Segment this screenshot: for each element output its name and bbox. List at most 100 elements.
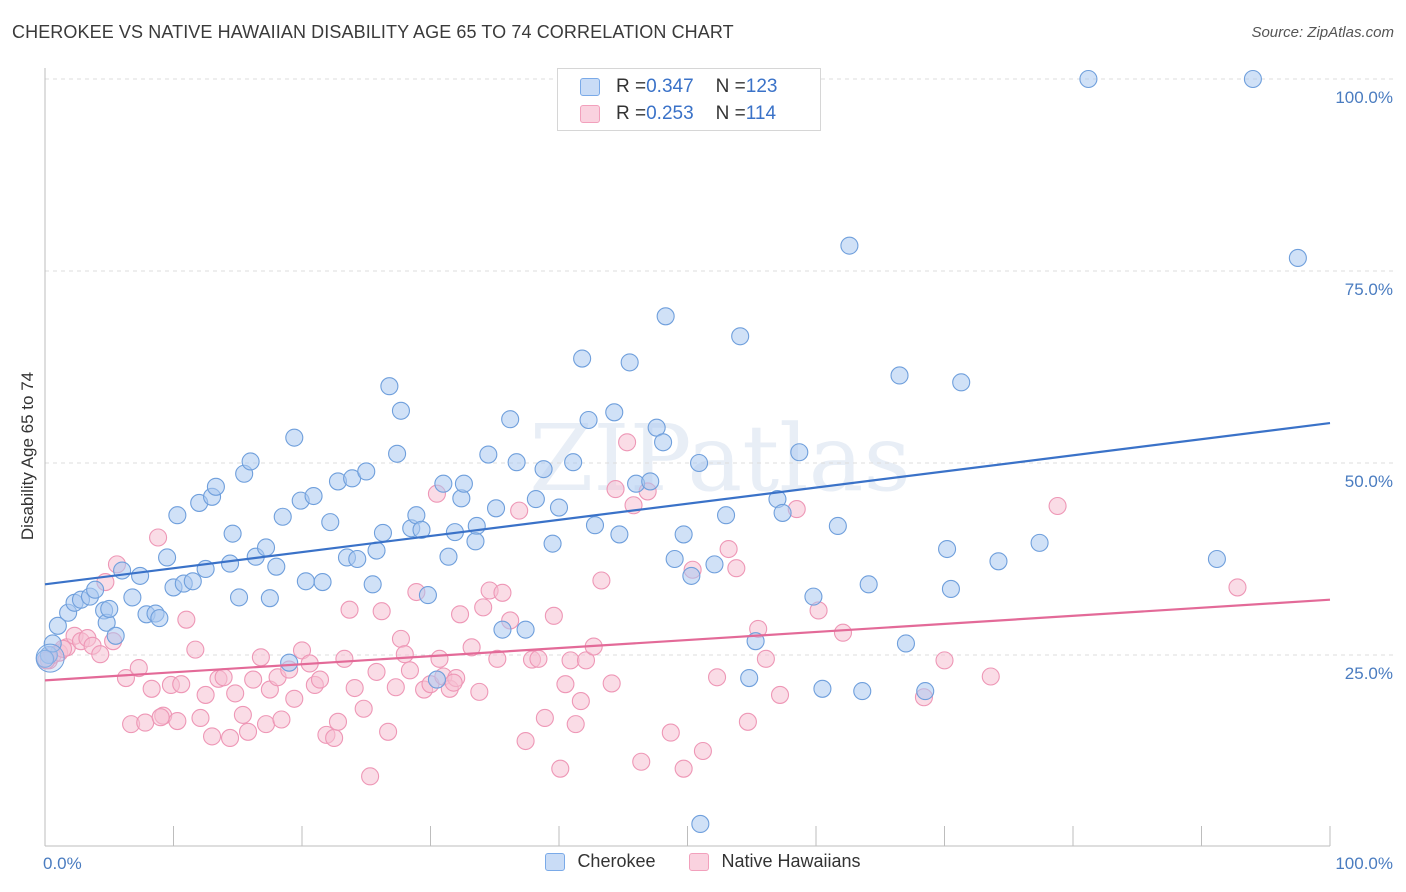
data-point bbox=[391, 401, 410, 420]
data-point bbox=[526, 490, 545, 509]
data-point bbox=[813, 679, 832, 698]
data-point bbox=[123, 588, 142, 607]
data-point bbox=[273, 507, 292, 526]
data-point bbox=[106, 626, 125, 645]
data-point bbox=[579, 410, 598, 430]
data-point bbox=[367, 662, 386, 681]
data-point bbox=[859, 575, 878, 594]
data-point bbox=[241, 452, 260, 471]
data-point bbox=[373, 523, 393, 542]
data-point bbox=[285, 428, 304, 447]
data-point bbox=[35, 643, 65, 673]
legend-r-value: 0.347 bbox=[646, 76, 694, 97]
data-point bbox=[86, 580, 105, 599]
data-point bbox=[690, 453, 709, 473]
data-point bbox=[853, 682, 872, 701]
data-point bbox=[296, 572, 315, 591]
data-point bbox=[136, 713, 155, 732]
data-point bbox=[244, 670, 263, 689]
data-point bbox=[556, 675, 575, 694]
data-point bbox=[916, 682, 935, 701]
data-point bbox=[91, 645, 110, 664]
data-point bbox=[620, 353, 639, 372]
trend-line bbox=[44, 598, 1331, 682]
data-point bbox=[665, 549, 684, 569]
data-point bbox=[828, 516, 847, 536]
legend-label-hawaiians: Native Hawaiians bbox=[721, 851, 861, 871]
data-point bbox=[691, 814, 710, 834]
data-point bbox=[238, 722, 258, 741]
data-point bbox=[770, 685, 790, 704]
data-point bbox=[989, 552, 1008, 571]
data-point bbox=[592, 571, 611, 590]
data-point bbox=[380, 377, 399, 396]
data-point bbox=[507, 453, 526, 472]
data-point bbox=[388, 444, 407, 463]
data-point bbox=[833, 623, 853, 642]
data-point bbox=[361, 767, 380, 786]
data-point bbox=[551, 759, 570, 778]
legend-swatch-cherokee bbox=[580, 78, 600, 96]
data-point bbox=[493, 620, 512, 639]
data-point bbox=[367, 541, 386, 560]
data-point bbox=[935, 651, 954, 670]
data-point bbox=[427, 670, 446, 689]
data-point bbox=[804, 587, 823, 606]
data-point bbox=[470, 682, 489, 701]
data-point bbox=[682, 566, 701, 585]
data-point bbox=[386, 678, 405, 697]
data-point bbox=[486, 499, 506, 518]
data-point bbox=[418, 586, 437, 605]
data-point bbox=[566, 715, 585, 734]
data-point bbox=[150, 609, 169, 628]
data-point bbox=[479, 445, 498, 464]
data-point bbox=[708, 668, 727, 687]
data-point bbox=[226, 684, 245, 703]
legend-swatch-hawaiians bbox=[580, 105, 600, 123]
x-tick-label: 100.0% bbox=[1335, 854, 1393, 873]
data-point bbox=[529, 649, 548, 668]
legend-swatch-cherokee bbox=[545, 852, 566, 871]
data-point bbox=[313, 572, 332, 592]
series-legend: Cherokee Native Hawaiians bbox=[0, 851, 1406, 872]
data-point bbox=[256, 715, 276, 734]
data-point bbox=[674, 759, 693, 778]
data-point bbox=[251, 648, 270, 667]
data-point bbox=[151, 708, 170, 727]
data-point bbox=[280, 653, 299, 672]
data-point bbox=[544, 606, 563, 625]
chart-title: CHEROKEE VS NATIVE HAWAIIAN DISABILITY A… bbox=[12, 22, 734, 42]
data-point bbox=[348, 549, 367, 569]
legend-n-label: N = bbox=[715, 103, 746, 124]
data-point bbox=[177, 610, 196, 629]
data-point bbox=[510, 501, 529, 520]
data-point bbox=[488, 649, 507, 668]
data-point bbox=[466, 532, 485, 551]
data-point bbox=[304, 486, 323, 506]
data-point bbox=[285, 689, 304, 708]
data-point bbox=[516, 620, 535, 639]
data-point bbox=[474, 598, 493, 617]
data-point bbox=[1228, 578, 1247, 597]
data-point bbox=[434, 474, 453, 493]
data-point bbox=[543, 534, 562, 553]
legend-row-cherokee: R = 0.347 N = 123 bbox=[580, 74, 777, 100]
source-credit: Source: ZipAtlas.com bbox=[1251, 24, 1394, 41]
data-point bbox=[564, 453, 583, 472]
data-point bbox=[890, 366, 909, 385]
trend-line bbox=[44, 421, 1331, 586]
legend-item-hawaiians[interactable]: Native Hawaiians bbox=[689, 851, 861, 872]
y-tick-label: 75.0% bbox=[1345, 280, 1393, 299]
data-point bbox=[462, 638, 481, 657]
data-point bbox=[585, 516, 605, 535]
legend-item-cherokee[interactable]: Cherokee bbox=[545, 851, 655, 872]
y-tick-label: 100.0% bbox=[1335, 88, 1393, 107]
data-point bbox=[641, 472, 660, 491]
y-axis-title: Disability Age 65 to 74 bbox=[18, 372, 37, 540]
data-point bbox=[233, 705, 252, 724]
legend-r-label: R = bbox=[616, 103, 647, 124]
data-point bbox=[131, 566, 150, 585]
y-tick-label: 25.0% bbox=[1345, 664, 1393, 683]
data-point bbox=[340, 600, 359, 619]
data-point bbox=[172, 675, 191, 694]
